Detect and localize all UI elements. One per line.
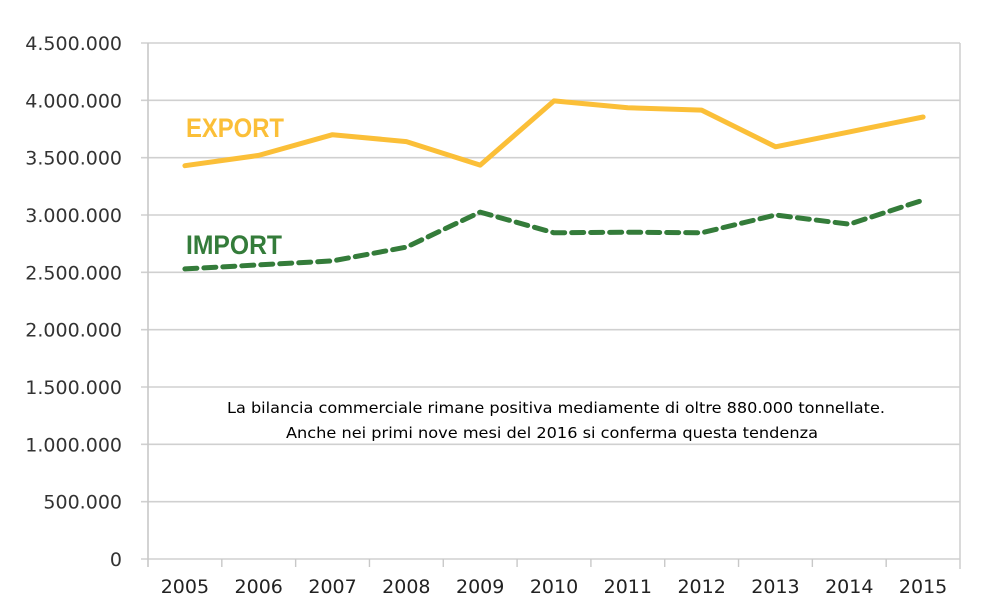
x-tick-label: 2015	[899, 576, 947, 598]
annotation-background	[216, 389, 958, 442]
series-line-import	[182, 197, 926, 272]
series-lines	[182, 98, 926, 272]
y-tick-label: 4.000.000	[25, 90, 122, 112]
annotation-line-2: Anche nei primi nove mesi del 2016 si co…	[286, 424, 818, 442]
y-tick-label: 0	[110, 549, 122, 571]
x-tick-label: 2005	[161, 576, 209, 598]
axes	[147, 43, 961, 569]
x-tick-label: 2006	[235, 576, 283, 598]
x-tick-label: 2013	[751, 576, 799, 598]
y-tick-label: 2.000.000	[25, 320, 122, 342]
y-tick-label: 2.500.000	[25, 262, 122, 284]
x-tick-label: 2007	[308, 576, 356, 598]
x-axis-tick-labels: 2005 2006 2007 2008 2009 2010 2011 2012 2013 2014…	[161, 576, 948, 598]
y-tick-label: 1.000.000	[25, 434, 122, 456]
x-tick-label: 2008	[382, 576, 430, 598]
series-label-export: EXPORT	[186, 113, 284, 143]
gridlines	[141, 42, 960, 560]
x-tick-label: 2012	[677, 576, 725, 598]
y-tick-label: 3.500.000	[25, 148, 122, 170]
y-tick-label: 4.500.000	[25, 33, 122, 55]
annotation-line-1: La bilancia commerciale rimane positiva …	[227, 399, 885, 417]
series-line-export	[182, 98, 926, 169]
y-axis-tick-labels: 0 500.000 1.000.000 1.500.000 2.000.000 2.500…	[25, 33, 122, 571]
y-tick-label: 500.000	[43, 492, 122, 514]
y-tick-label: 1.500.000	[25, 377, 122, 399]
x-tick-label: 2009	[456, 576, 504, 598]
x-tick-label: 2011	[604, 576, 652, 598]
annotation-box: La bilancia commerciale rimane positiva …	[216, 389, 958, 442]
y-tick-label: 3.000.000	[25, 205, 122, 227]
series-label-import: IMPORT	[186, 230, 282, 260]
x-tick-label: 2014	[825, 576, 873, 598]
x-tick-label: 2010	[530, 576, 578, 598]
